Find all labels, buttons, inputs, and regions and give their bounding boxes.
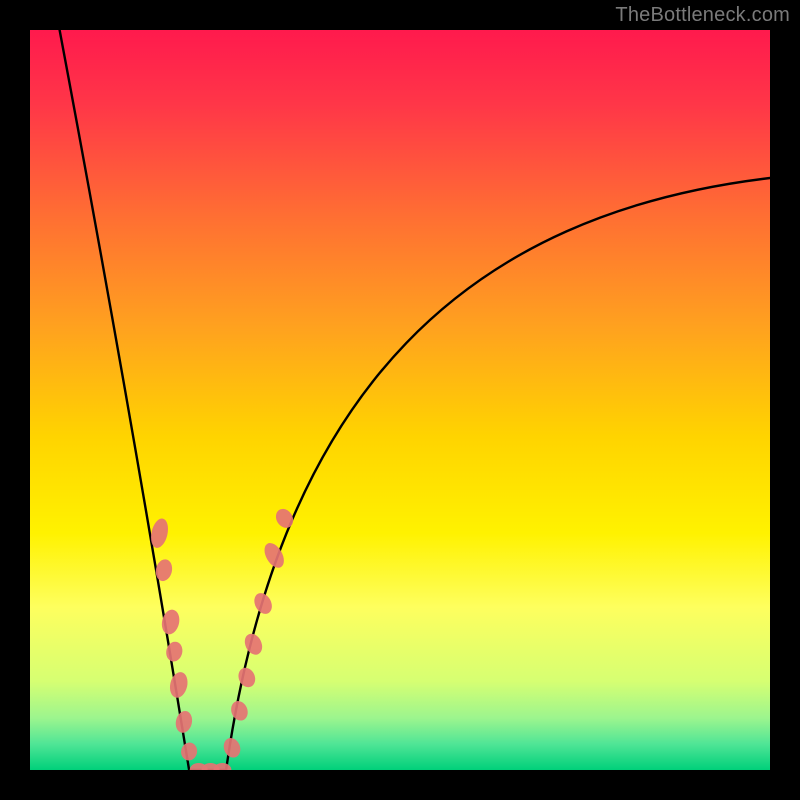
marker-bead	[213, 763, 231, 770]
marker-bead	[179, 741, 199, 762]
marker-bead	[228, 699, 250, 724]
chart-frame: TheBottleneck.com	[0, 0, 800, 800]
marker-bead	[241, 631, 265, 658]
marker-bead	[221, 736, 243, 761]
marker-bead	[168, 670, 190, 699]
marker-bead	[261, 540, 288, 571]
watermark-text: TheBottleneck.com	[615, 4, 790, 27]
marker-bead	[251, 590, 275, 617]
marker-bead	[235, 665, 258, 690]
marker-bead	[174, 709, 195, 734]
bottleneck-curve	[60, 30, 770, 770]
marker-series	[148, 506, 296, 770]
plot-area	[30, 30, 770, 770]
curve-layer	[30, 30, 770, 770]
